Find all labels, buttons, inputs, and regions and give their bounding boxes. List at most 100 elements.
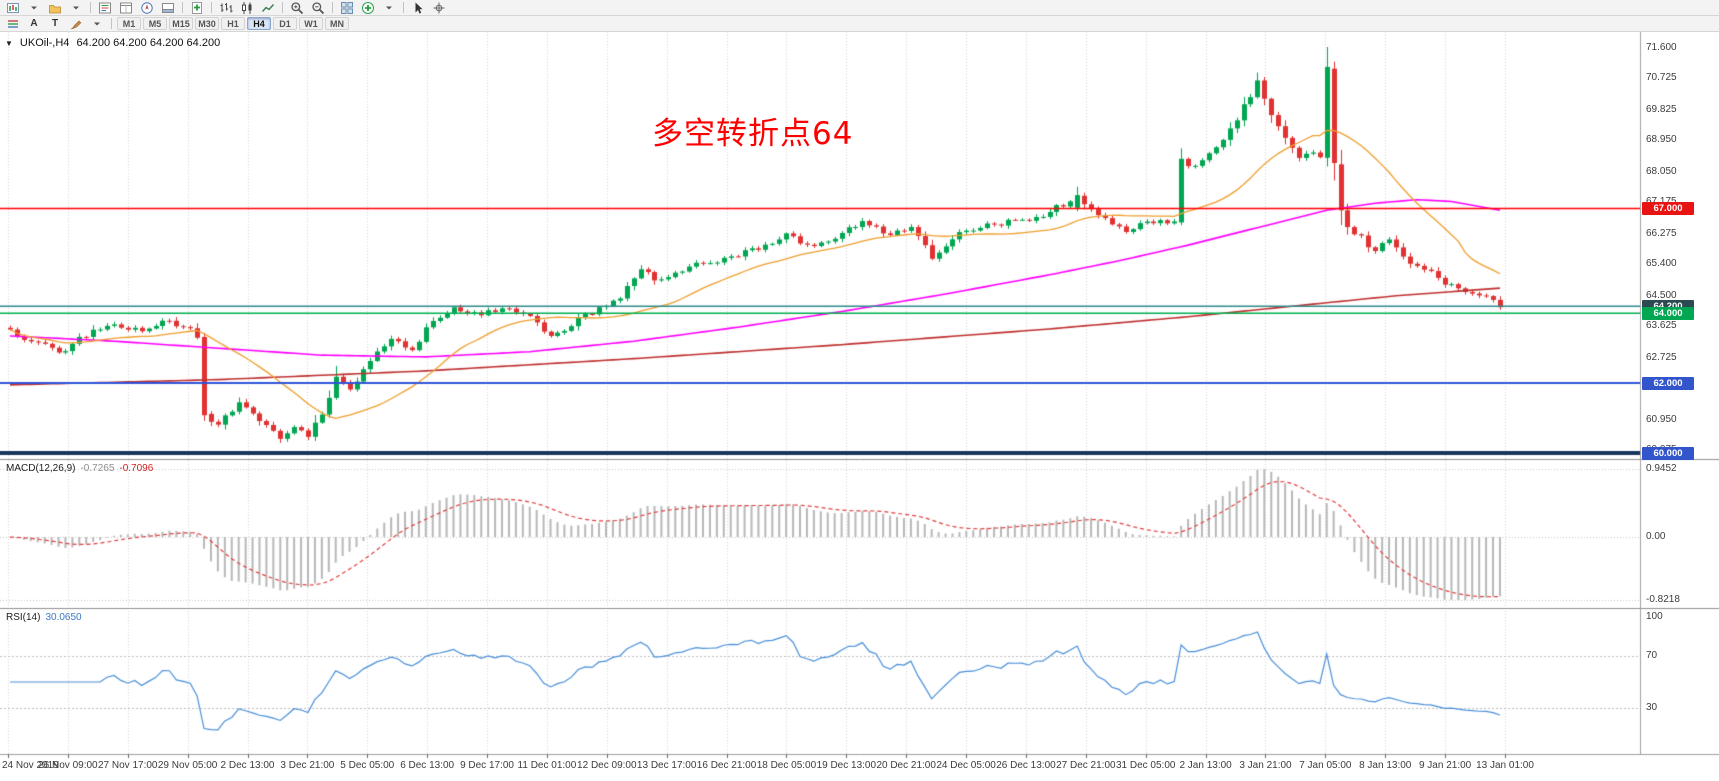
time-axis-label: 5 Dec 05:00 (340, 760, 395, 771)
price-axis-tick-label: 71.600 (1646, 41, 1677, 53)
terminal-icon (162, 2, 174, 13)
macd-scale-zero-label: 0.00 (1646, 531, 1666, 543)
navigator-icon (141, 1, 153, 14)
ohlc-values-text: 64.200 64.200 64.200 64.200 (76, 37, 221, 49)
price-axis-tick-label: 63.625 (1646, 320, 1677, 332)
zoom-out-button[interactable] (308, 1, 328, 15)
price-axis-tick-label: 69.825 (1646, 103, 1677, 115)
price-axis-tick-label: 64.500 (1646, 289, 1677, 301)
indicators-dropdown-icon (386, 6, 392, 9)
new-order-button[interactable] (187, 1, 207, 15)
text-object-button[interactable]: T (45, 17, 65, 31)
time-axis-label: 3 Jan 21:00 (1239, 760, 1292, 771)
profiles-icon (49, 4, 61, 13)
chart-line-button[interactable] (258, 1, 278, 15)
price-axis-tick-label: 70.725 (1646, 72, 1677, 84)
time-axis-label: 7 Jan 05:00 (1299, 760, 1352, 771)
toolbar-separator (282, 2, 283, 13)
one-click-trading-arrow-icon[interactable]: ▼ (5, 38, 13, 48)
time-axis-label: 16 Dec 21:00 (696, 760, 757, 771)
timeframe-d1-button[interactable]: D1 (273, 17, 297, 30)
price-axis-tick-label: 65.400 (1646, 258, 1677, 270)
cursor-tool-button[interactable] (408, 1, 428, 15)
price-badge-64.000: 64.000 (1642, 306, 1694, 320)
chart-candlesticks-icon (242, 1, 252, 14)
time-axis-label: 27 Dec 21:00 (1056, 760, 1116, 771)
profiles-dropdown-icon (73, 6, 79, 9)
time-axis-label: 31 Dec 05:00 (1115, 760, 1176, 771)
timeframe-h1-button[interactable]: H1 (221, 17, 245, 30)
terminal-button[interactable] (158, 1, 178, 15)
time-axis-label: 24 Dec 05:00 (936, 760, 996, 771)
time-axis-label: 12 Dec 09:00 (577, 760, 637, 771)
price-badge-67.000: 67.000 (1642, 201, 1694, 215)
toolbar-separator (403, 2, 404, 13)
chart-symbol-ohlc-label: ▼ UKOil-,H4 64.200 64.200 64.200 64.200 (5, 37, 220, 49)
price-badge-60.000: 60.000 (1642, 446, 1694, 460)
profiles-dropdown-button[interactable] (66, 1, 86, 15)
price-badge-62.000: 62.000 (1642, 376, 1694, 390)
time-axis-label: 8 Jan 13:00 (1359, 760, 1412, 771)
text-annotation-button[interactable]: A (24, 17, 44, 31)
indicators-button[interactable] (358, 1, 378, 15)
macd-scale-min-label: -0.8218 (1646, 594, 1680, 605)
time-axis-label: 26 Nov 09:00 (38, 760, 98, 771)
price-chart-canvas[interactable] (0, 32, 1719, 781)
macd-main-value: -0.7265 (80, 463, 115, 474)
zoom-in-button[interactable] (287, 1, 307, 15)
text-object-icon: T (51, 18, 59, 29)
price-axis-tick-label: 60.950 (1646, 413, 1677, 425)
market-watch-icon (99, 2, 111, 13)
data-window-button[interactable] (116, 1, 136, 15)
timeframe-m30-button[interactable]: M30 (195, 17, 219, 30)
draw-brush-icon (70, 20, 82, 29)
toolbar-separator (90, 2, 91, 13)
draw-dropdown-button[interactable] (87, 17, 107, 31)
timeframe-h4-button[interactable]: H4 (247, 17, 271, 30)
indicators-dropdown-button[interactable] (379, 1, 399, 15)
toolbar-separator (332, 2, 333, 13)
chart-candlesticks-button[interactable] (237, 1, 257, 15)
navigator-button[interactable] (137, 1, 157, 15)
chart-area: ▼ UKOil-,H4 64.200 64.200 64.200 64.200 … (0, 32, 1719, 781)
profiles-button[interactable] (45, 1, 65, 15)
time-axis-label: 2 Jan 13:00 (1179, 760, 1232, 771)
time-axis-label: 20 Dec 21:00 (876, 760, 936, 771)
cursor-tool-icon (415, 2, 423, 14)
chart-bars-button[interactable] (216, 1, 236, 15)
new-chart-icon (7, 2, 19, 13)
toolbar-separator (182, 2, 183, 13)
objects-lines-button[interactable] (3, 17, 23, 31)
tile-windows-button[interactable] (337, 1, 357, 15)
crosshair-tool-icon (433, 2, 445, 13)
new-chart-dropdown-button[interactable] (24, 1, 44, 15)
price-axis-tick-label: 66.275 (1646, 227, 1677, 239)
timeframe-w1-button[interactable]: W1 (299, 17, 323, 30)
time-axis-label: 6 Dec 13:00 (400, 760, 455, 771)
time-axis-label: 29 Nov 05:00 (157, 760, 218, 771)
crosshair-tool-button[interactable] (429, 1, 449, 15)
price-axis-tick-label: 67.175 (1646, 196, 1677, 207)
rsi-scale-label: 30 (1646, 702, 1658, 713)
time-axis-label: 13 Jan 01:00 (1476, 760, 1534, 771)
timeframe-m5-button[interactable]: M5 (143, 17, 167, 30)
rsi-value: 30.0650 (45, 612, 82, 623)
toolbar-main (0, 0, 1719, 16)
time-axis-label: 24 Nov 2019 (2, 760, 59, 771)
chart-annotation-text[interactable]: 多空转折点64 (652, 116, 854, 152)
macd-signal-value: -0.7096 (119, 463, 154, 474)
symbol-period-text: UKOil-,H4 (19, 37, 70, 49)
timeframe-m15-button[interactable]: M15 (169, 17, 193, 30)
time-axis-label: 2 Dec 13:00 (220, 760, 275, 771)
time-axis-label: 9 Jan 21:00 (1418, 760, 1472, 771)
draw-brush-button[interactable] (66, 17, 86, 31)
timeframe-mn-button[interactable]: MN (325, 17, 349, 30)
market-watch-button[interactable] (95, 1, 115, 15)
zoom-in-icon (291, 1, 304, 14)
timeframe-m1-button[interactable]: M1 (117, 17, 141, 30)
time-axis-label: 27 Nov 17:00 (98, 760, 158, 771)
tile-windows-icon (341, 1, 353, 14)
new-chart-button[interactable] (3, 1, 23, 15)
